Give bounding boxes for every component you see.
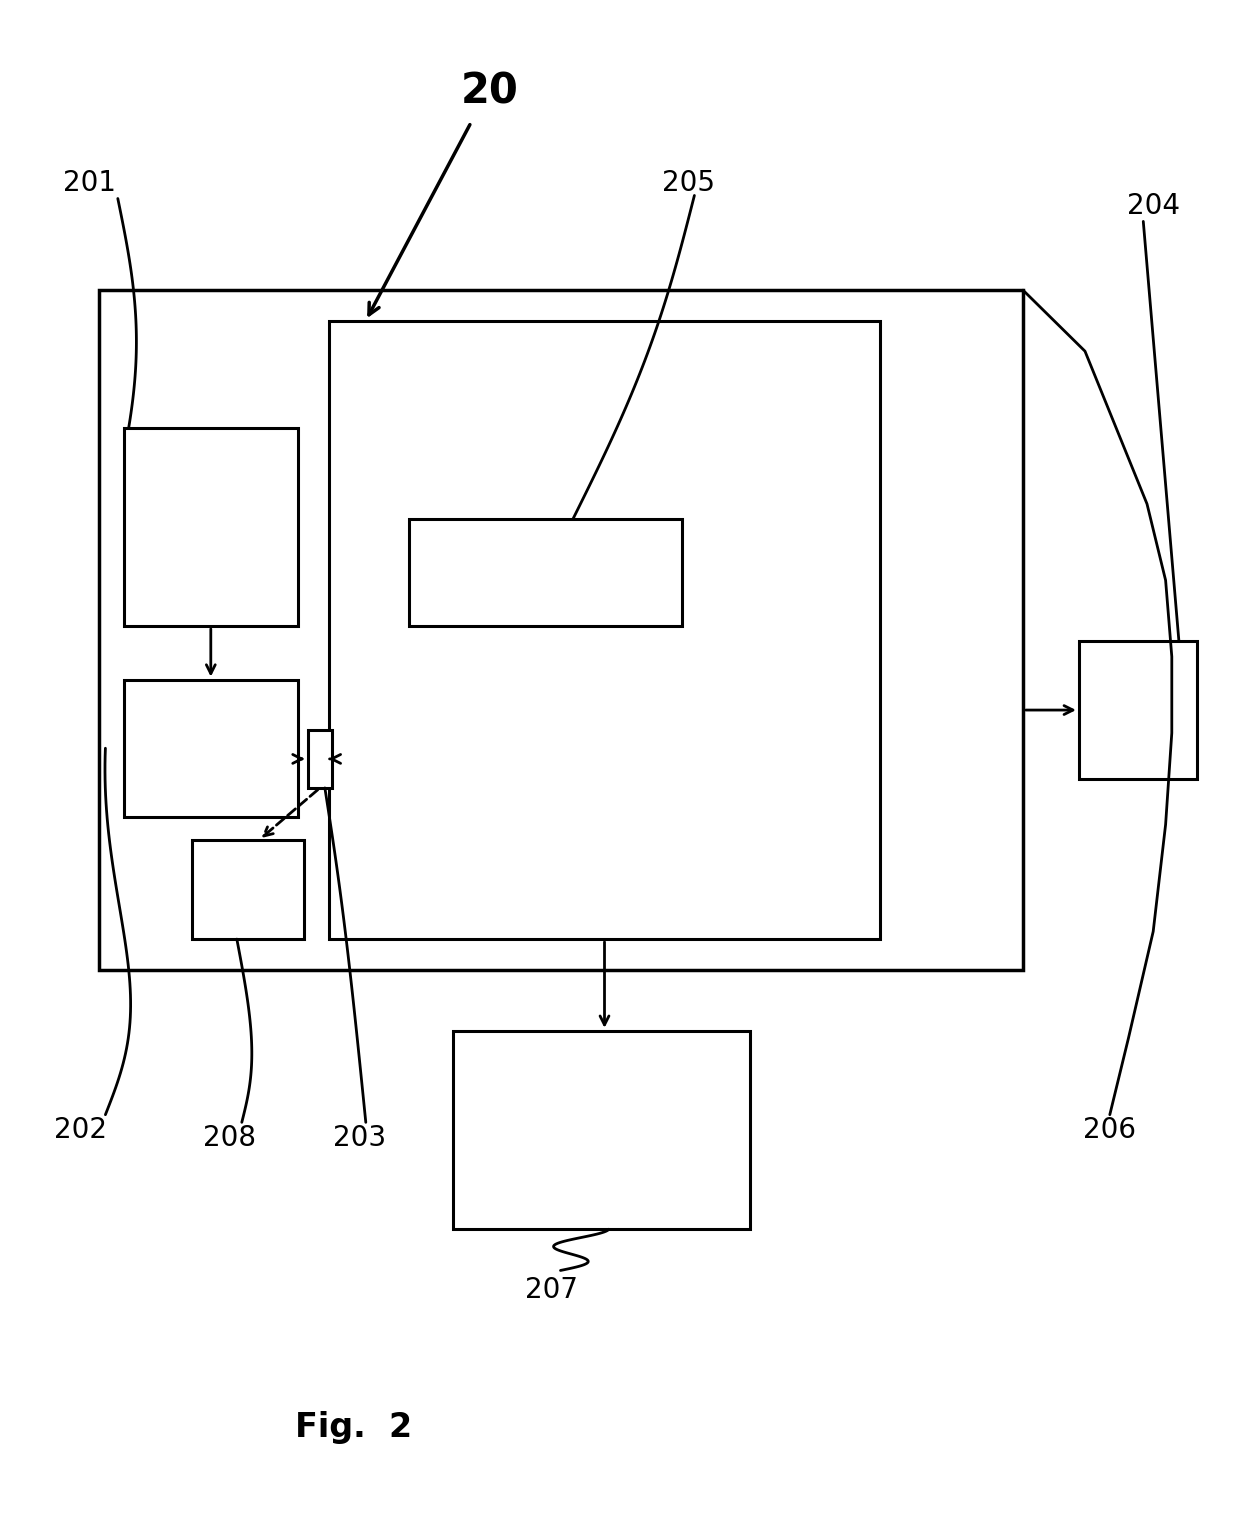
Bar: [453, 1031, 750, 1229]
Text: 205: 205: [662, 169, 714, 197]
Text: 201: 201: [63, 169, 115, 197]
Bar: [124, 680, 298, 817]
Bar: [99, 290, 1023, 970]
Bar: [409, 519, 682, 626]
Bar: [308, 730, 332, 788]
Bar: [329, 321, 880, 939]
Bar: [192, 840, 304, 939]
Text: 207: 207: [526, 1277, 578, 1304]
Text: 203: 203: [334, 1124, 386, 1151]
Text: 206: 206: [1084, 1116, 1136, 1144]
Text: 202: 202: [55, 1116, 107, 1144]
Text: 20: 20: [461, 70, 518, 113]
Bar: [124, 428, 298, 626]
Bar: [1079, 641, 1197, 779]
Text: Fig.  2: Fig. 2: [295, 1411, 412, 1445]
Text: 204: 204: [1127, 192, 1179, 220]
Text: 208: 208: [203, 1124, 255, 1151]
